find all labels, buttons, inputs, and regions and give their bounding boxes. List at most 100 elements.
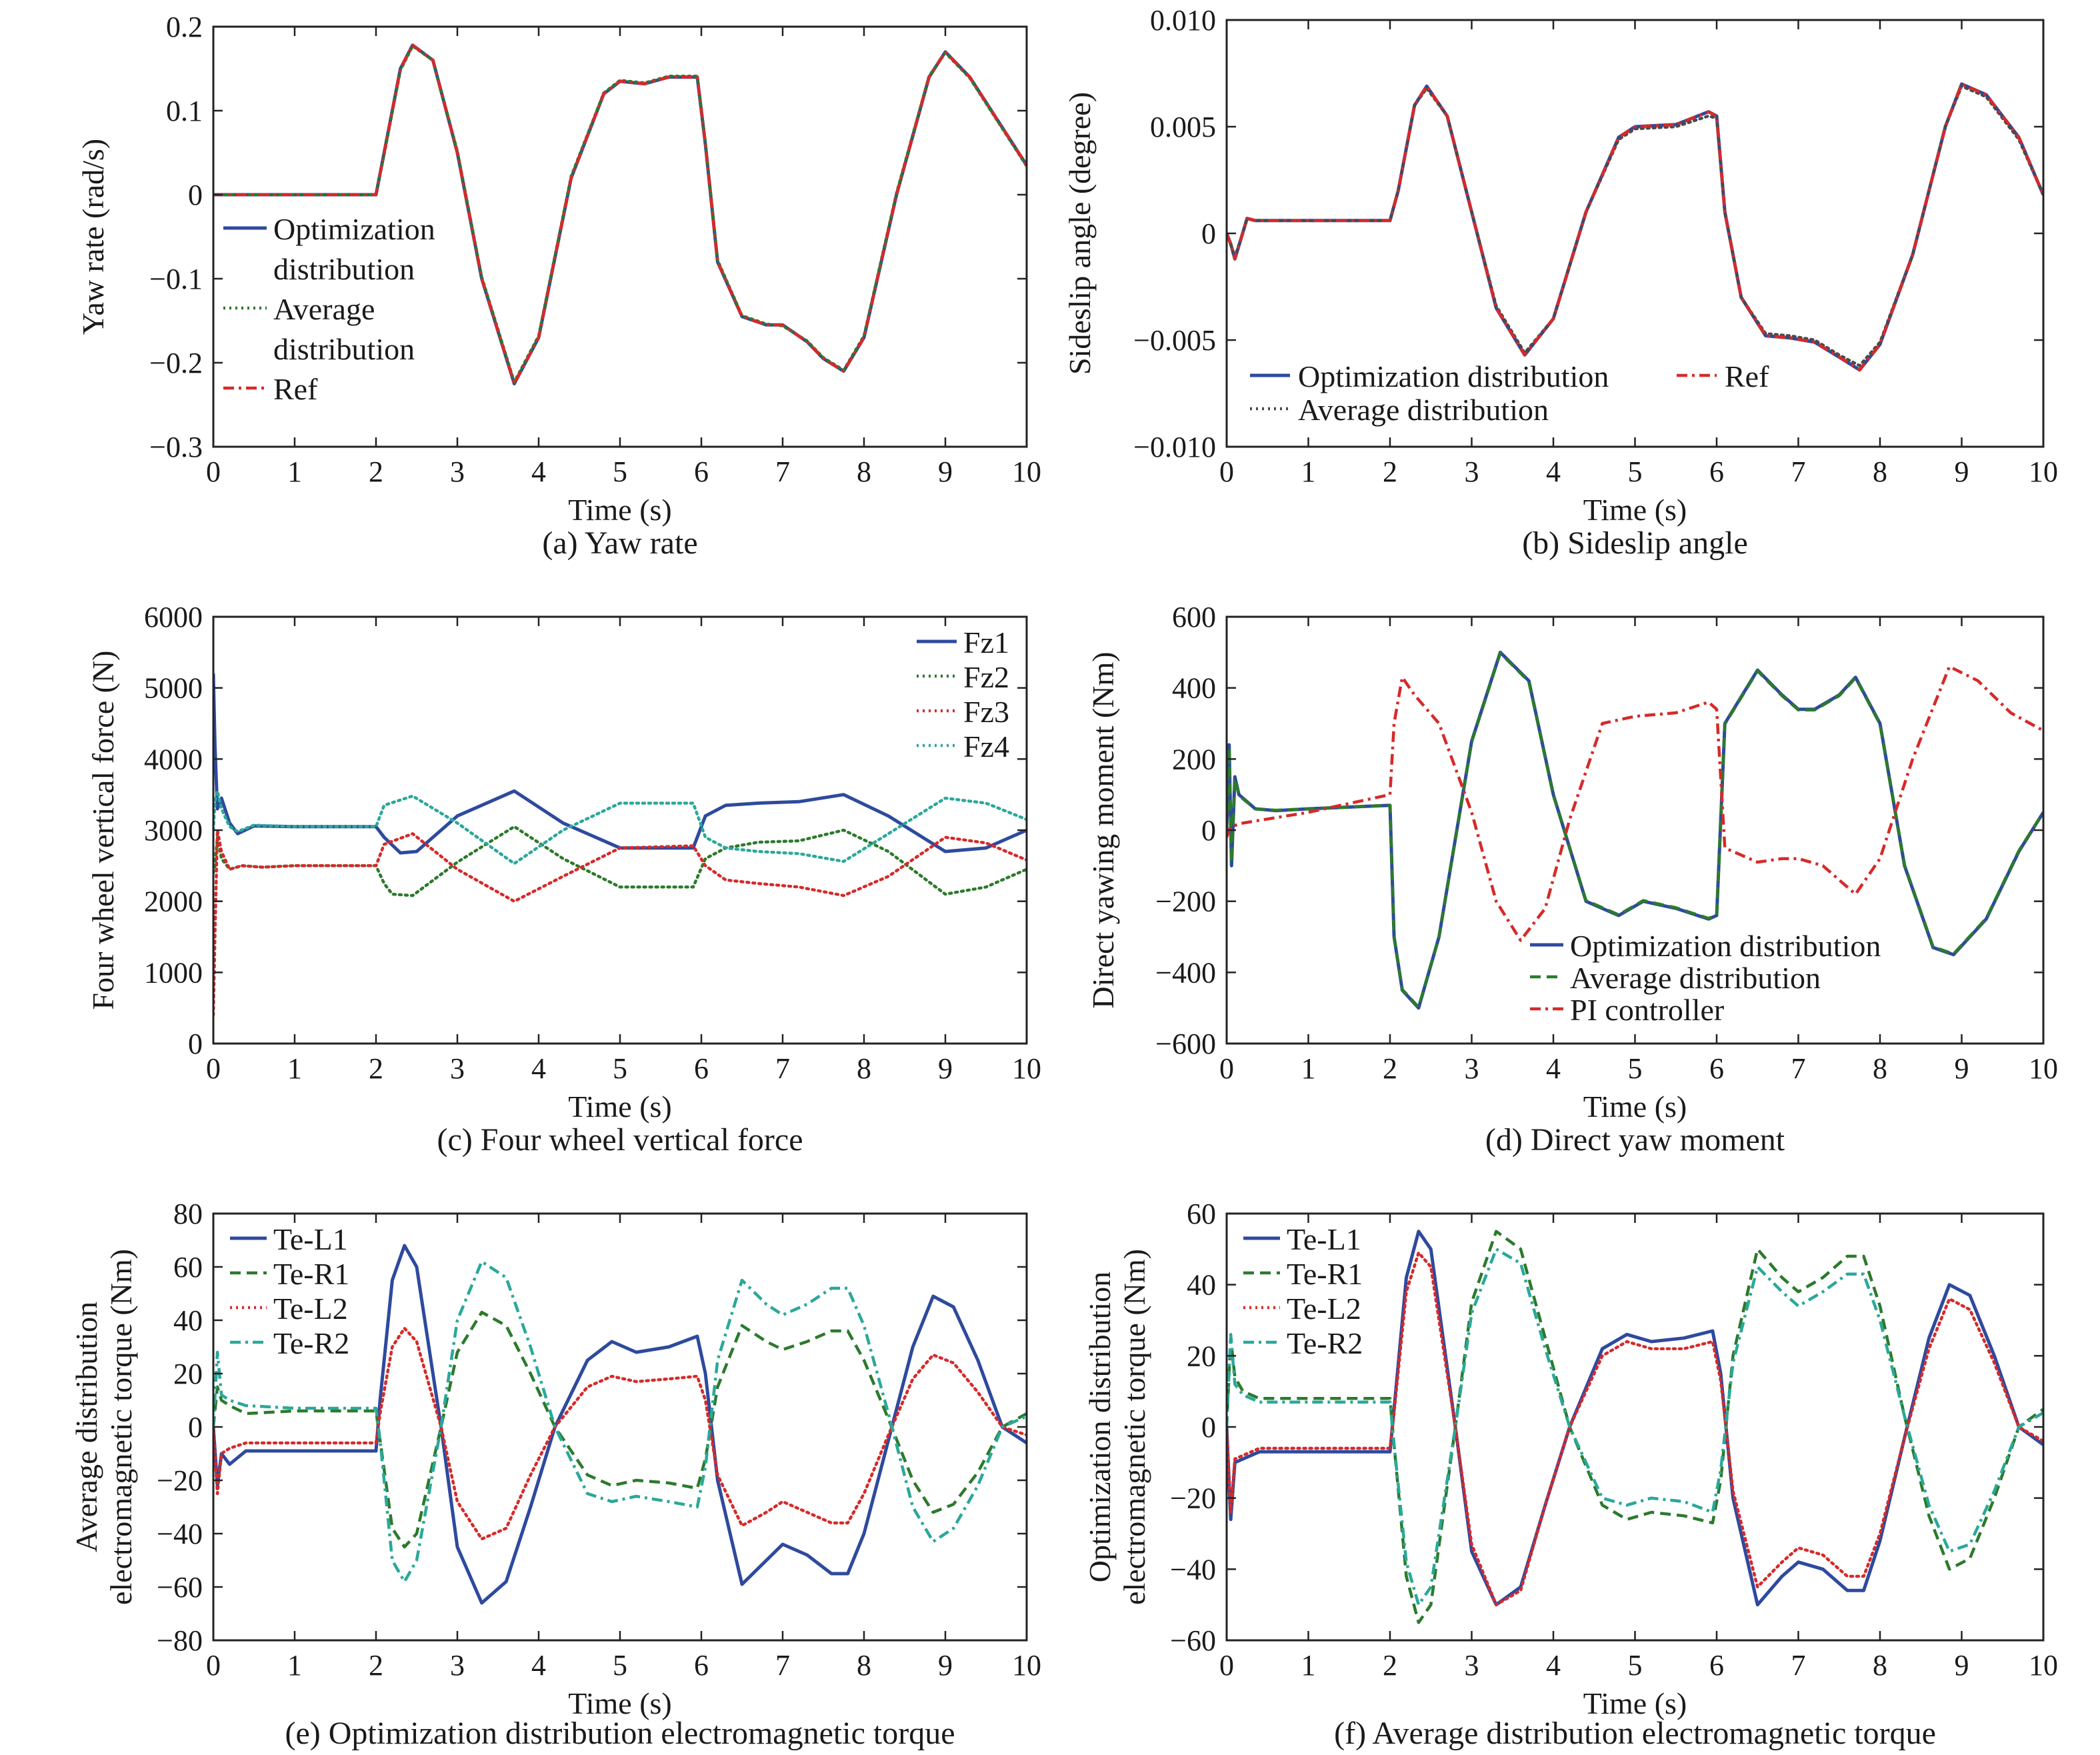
x-tick-label: 3: [450, 1649, 465, 1682]
y-tick-label: 200: [1172, 743, 1216, 775]
x-tick-label: 9: [938, 1649, 953, 1682]
x-tick-label: 4: [531, 455, 546, 488]
y-tick-label: −20: [1170, 1482, 1216, 1515]
legend-label: Fz4: [963, 729, 1009, 763]
x-tick-label: 5: [613, 455, 627, 488]
chart-caption: (a) Yaw rate: [542, 525, 697, 561]
x-tick-label: 5: [1628, 1052, 1643, 1085]
y-tick-label: 4000: [144, 743, 203, 775]
series-line-te-l2: [1227, 1251, 2043, 1606]
x-tick-label: 4: [531, 1649, 546, 1682]
x-tick-label: 7: [1791, 455, 1806, 488]
x-tick-label: 9: [1955, 455, 1969, 488]
x-tick-label: 7: [1791, 1052, 1806, 1085]
x-tick-label: 5: [1628, 455, 1643, 488]
y-tick-label: 0: [188, 1028, 203, 1060]
legend-label: Ref: [273, 372, 318, 406]
series-line-fz1: [213, 673, 1027, 855]
y-axis-label: Yaw rate (rad/s): [76, 139, 110, 335]
x-tick-label: 10: [1012, 455, 1041, 488]
legend-label: Optimization: [273, 212, 435, 246]
x-tick-label: 9: [1955, 1052, 1969, 1085]
x-tick-label: 10: [2029, 1649, 2058, 1682]
x-tick-label: 1: [1301, 455, 1316, 488]
y-tick-label: −600: [1155, 1028, 1216, 1060]
y-tick-label: 1000: [144, 956, 203, 989]
y-tick-label: 6000: [144, 601, 203, 633]
legend: Optimization distribution Average distribut…: [223, 212, 435, 406]
x-axis-label: Time (s): [568, 1090, 672, 1124]
x-tick-label: 0: [206, 1052, 221, 1085]
chart-c: 0 1 2 3 4 5 6 7 8 9 10 0 1000 2000 3000 4000 5000 6000 Tim…: [86, 601, 1041, 1158]
x-tick-label: 6: [694, 1649, 709, 1682]
legend-label: Optimization distribution: [1298, 359, 1609, 393]
legend-label: Ref: [1725, 359, 1769, 393]
x-tick-label: 3: [450, 455, 465, 488]
y-tick-label: −0.010: [1133, 431, 1216, 463]
y-tick-label: 0: [188, 179, 203, 211]
x-tick-label: 2: [369, 1649, 383, 1682]
y-tick-label: −200: [1155, 886, 1216, 918]
y-axis-label: Direct yawing moment (Nm): [1086, 651, 1120, 1008]
x-tick-label: 0: [1219, 1649, 1234, 1682]
series-line-te-r2: [1227, 1248, 2043, 1606]
legend-label: Te-R1: [1287, 1257, 1363, 1291]
y-axis-label: Average distribution: [69, 1302, 103, 1552]
y-tick-label: 600: [1172, 601, 1216, 633]
y-tick-label: −60: [1170, 1624, 1216, 1657]
legend-label: Te-L1: [1287, 1222, 1361, 1256]
chart-caption: (b) Sideslip angle: [1522, 525, 1748, 561]
legend-label: Fz3: [963, 695, 1009, 729]
y-tick-label: 0: [1201, 1411, 1216, 1444]
x-tick-label: 9: [938, 1052, 953, 1085]
y-tick-label: 60: [1187, 1198, 1216, 1230]
x-tick-label: 8: [1873, 1052, 1887, 1085]
y-tick-label: 400: [1172, 672, 1216, 705]
y-tick-label: −0.1: [149, 263, 203, 295]
legend-label: Te-R2: [273, 1326, 349, 1360]
x-tick-label: 2: [1383, 1052, 1397, 1085]
x-tick-label: 3: [1465, 1052, 1479, 1085]
x-tick-label: 10: [2029, 1052, 2058, 1085]
y-tick-label: −40: [1170, 1553, 1216, 1586]
y-tick-label: 20: [1187, 1340, 1216, 1372]
x-axis-label: Time (s): [1583, 1090, 1687, 1124]
x-axis-label: Time (s): [1583, 1686, 1687, 1720]
x-tick-label: 9: [1955, 1649, 1969, 1682]
x-tick-label: 9: [938, 455, 953, 488]
chart-b: 0 1 2 3 4 5 6 7 8 9 10 −0.010 −0.005 0 0.005 0.010 Time …: [1063, 4, 2058, 561]
legend-label: Average distribution: [1298, 393, 1549, 427]
x-tick-label: 6: [1709, 1649, 1724, 1682]
x-tick-label: 7: [775, 1052, 790, 1085]
series-line-fz4: [213, 789, 1027, 865]
y-axis-label: Sideslip angle (degree): [1063, 92, 1097, 375]
chart-f: 0 1 2 3 4 5 6 7 8 9 10 −60 −40 −20 0 20 40 60 Time (s) Opti…: [1083, 1198, 2058, 1751]
x-tick-label: 1: [287, 455, 302, 488]
y-tick-label: −0.005: [1133, 324, 1216, 357]
x-tick-label: 5: [613, 1649, 627, 1682]
x-tick-label: 0: [206, 455, 221, 488]
x-tick-label: 2: [1383, 1649, 1397, 1682]
x-axis-label: Time (s): [568, 493, 672, 527]
y-tick-label: 20: [173, 1358, 203, 1390]
legend-label: PI controller: [1570, 993, 1724, 1027]
series-line-fz3: [213, 828, 1027, 1017]
y-tick-label: −400: [1155, 956, 1216, 989]
y-tick-label: 0: [188, 1411, 203, 1444]
legend-label: Optimization distribution: [1570, 929, 1881, 963]
x-tick-label: 3: [450, 1052, 465, 1085]
y-tick-label: −20: [157, 1464, 203, 1497]
x-tick-label: 1: [287, 1052, 302, 1085]
series-line-te-r2: [213, 1260, 1027, 1584]
x-tick-label: 4: [1546, 455, 1561, 488]
x-tick-label: 10: [1012, 1052, 1041, 1085]
x-tick-label: 0: [206, 1649, 221, 1682]
legend-label: distribution: [273, 332, 415, 366]
y-tick-label: −0.2: [149, 347, 203, 379]
series-line-te-l2: [213, 1326, 1027, 1541]
y-tick-label: 60: [173, 1251, 203, 1284]
series-line-ref: [213, 43, 1027, 385]
